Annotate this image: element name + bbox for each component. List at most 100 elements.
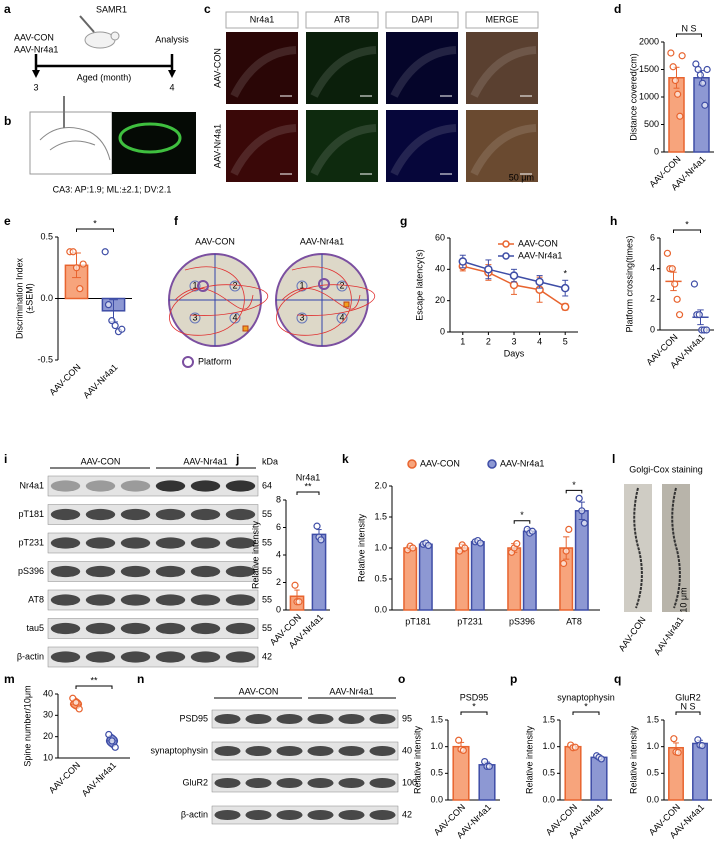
decoration — [305, 11, 379, 29]
data-point — [674, 748, 682, 757]
decoration — [338, 777, 365, 789]
y-tick-label: 4 — [276, 549, 281, 559]
decoration — [225, 651, 256, 663]
decoration — [110, 31, 120, 41]
y-tick-label: 0.5 — [374, 573, 387, 583]
label: AAV-CON — [14, 32, 54, 42]
bar — [418, 543, 433, 611]
y-tick-label: -0.5 — [37, 354, 53, 364]
significance-label: * — [472, 701, 476, 711]
decoration — [465, 11, 539, 29]
significance-bracket — [675, 711, 701, 715]
bar — [507, 547, 522, 611]
label: 55 — [262, 594, 272, 604]
label: Nr4a1 — [250, 14, 275, 24]
data-point — [663, 249, 672, 257]
data-point — [671, 76, 679, 85]
decoration — [85, 537, 116, 549]
panel-label: f — [174, 214, 179, 228]
decoration — [386, 110, 458, 182]
data-point — [461, 544, 469, 552]
significance-label: N S — [681, 23, 696, 33]
decoration — [307, 777, 334, 789]
label: 42 — [262, 651, 272, 661]
data-point — [291, 581, 299, 589]
data-point — [565, 525, 573, 534]
panel-label: h — [610, 214, 617, 228]
label: 64 — [262, 480, 272, 490]
y-axis-label: Escape latency(s) — [414, 249, 424, 321]
y-tick-label: 0.5 — [646, 768, 659, 778]
y-tick-label: 0 — [440, 326, 445, 336]
decoration — [369, 777, 396, 789]
label: 50 μm — [509, 172, 534, 182]
significance-label: ** — [90, 675, 98, 685]
data-point — [673, 295, 681, 303]
decoration — [189, 312, 201, 324]
significance-bracket — [460, 711, 488, 715]
decoration — [390, 124, 457, 176]
decoration — [466, 32, 538, 104]
x-tick-label: 3 — [511, 336, 516, 346]
significance-label: * — [520, 510, 524, 520]
decoration — [189, 280, 201, 292]
label: AAV-CON — [617, 615, 648, 653]
decoration — [85, 565, 116, 578]
decoration — [276, 266, 376, 336]
y-tick-label: 20 — [435, 295, 445, 305]
y-tick-label: 1.0 — [430, 741, 443, 751]
y-tick-label: 6 — [650, 232, 655, 242]
y-tick-label: 6 — [276, 522, 281, 532]
data-point — [528, 527, 537, 535]
data-point — [76, 285, 84, 293]
label: DAPI — [411, 14, 432, 24]
significance-bracket — [572, 711, 600, 715]
decoration — [85, 622, 116, 635]
label: Platform — [198, 356, 232, 366]
x-tick-label: pS396 — [509, 616, 535, 626]
label: 3 — [192, 312, 197, 322]
decoration — [225, 480, 256, 492]
panel-label: g — [400, 214, 407, 228]
y-tick-label: 0.5 — [430, 768, 443, 778]
significance-label: N S — [680, 701, 695, 711]
label: Analysis — [155, 34, 189, 44]
label: 3 — [33, 82, 38, 92]
y-tick-label: 1.0 — [646, 741, 659, 751]
decoration — [190, 480, 221, 492]
label: 10 μm — [678, 587, 688, 612]
data-point — [667, 49, 675, 57]
data-point — [580, 519, 589, 527]
decoration — [120, 594, 151, 606]
significance-bracket — [513, 520, 531, 524]
y-tick-label: 40 — [43, 688, 53, 698]
y-tick-label: 30 — [43, 710, 53, 720]
decoration — [155, 622, 186, 635]
decoration — [214, 745, 241, 757]
decoration — [276, 809, 303, 821]
data-point — [313, 522, 321, 530]
y-tick-label: 20 — [43, 731, 53, 741]
label: β-actin — [17, 651, 44, 661]
label: AAV-Nr4a1 — [652, 615, 686, 657]
y-axis-label: Relative intensity — [356, 513, 366, 582]
y-axis-label: Relative intensity — [412, 725, 422, 794]
label: 100 — [402, 777, 417, 787]
data-point — [676, 112, 684, 120]
decoration — [214, 777, 241, 789]
data-point — [701, 101, 709, 109]
data-point — [675, 311, 684, 319]
data-point — [72, 264, 81, 272]
x-tick-label: AAV-Nr4a1 — [81, 362, 119, 400]
decoration — [318, 278, 330, 290]
legend-marker — [502, 252, 510, 260]
y-tick-label: 1000 — [639, 91, 659, 101]
data-point — [108, 737, 116, 745]
label: tau5 — [26, 623, 44, 633]
significance-bracket — [676, 33, 702, 37]
decoration — [39, 127, 111, 161]
data-point — [459, 746, 467, 755]
y-tick-label: 0.0 — [542, 794, 555, 804]
decoration — [276, 745, 303, 757]
y-tick-label: 500 — [644, 119, 659, 129]
